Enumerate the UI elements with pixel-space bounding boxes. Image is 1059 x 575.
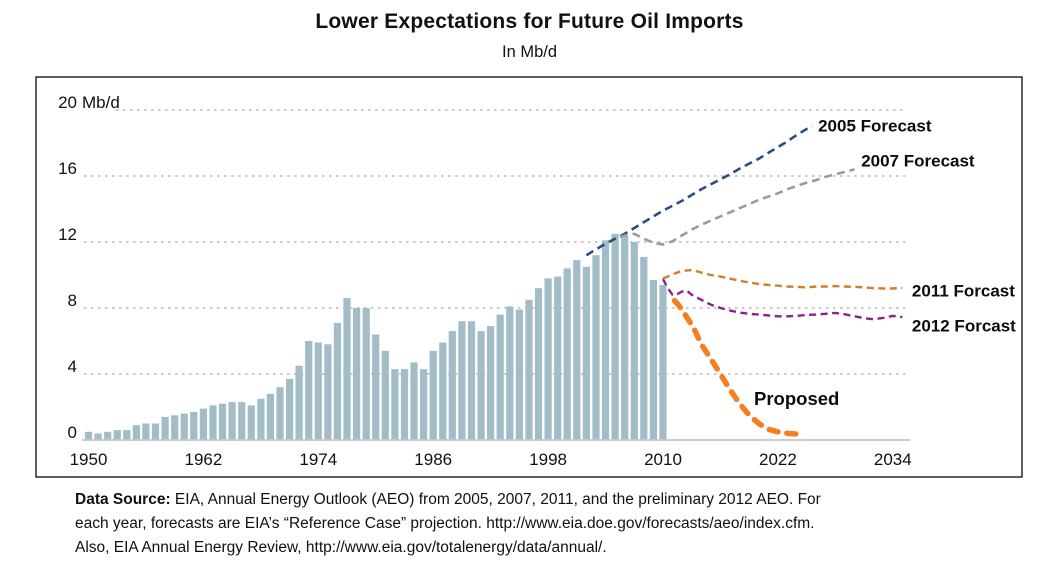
- bar-1954: [123, 430, 131, 440]
- bar-2007: [630, 242, 638, 440]
- data-source-note: Data Source: EIA, Annual Energy Outlook …: [75, 488, 821, 560]
- bar-1968: [257, 398, 265, 441]
- series-label-2012-forcast: 2012 Forcast: [912, 316, 1016, 335]
- x-axis-tick-label-1950: 1950: [70, 450, 108, 469]
- y-axis-unit-label: Mb/d: [82, 93, 120, 112]
- bar-1979: [362, 308, 370, 440]
- bar-1956: [142, 423, 150, 440]
- bar-1980: [372, 334, 380, 440]
- bar-1972: [295, 365, 303, 441]
- bar-1988: [448, 331, 456, 440]
- bar-1989: [458, 321, 466, 440]
- bar-1973: [305, 341, 313, 440]
- bar-1984: [410, 362, 418, 440]
- bar-1958: [161, 416, 169, 440]
- bar-1950: [84, 431, 93, 441]
- x-axis-tick-label-2022: 2022: [759, 450, 797, 469]
- x-axis-tick-label-1986: 1986: [414, 450, 452, 469]
- bar-1951: [94, 433, 102, 440]
- y-axis-tick-label-8: 8: [68, 291, 77, 310]
- x-axis-tick-label-1998: 1998: [529, 450, 567, 469]
- bar-1969: [266, 393, 274, 440]
- data-source-line-2: each year, forecasts are EIA’s “Referenc…: [75, 515, 815, 532]
- bar-2000: [563, 268, 571, 440]
- series-line-2012-forcast: [661, 278, 903, 321]
- bar-2006: [621, 235, 629, 440]
- y-axis-tick-label-4: 4: [68, 357, 77, 376]
- bar-1998: [544, 278, 552, 440]
- bar-1987: [439, 342, 447, 440]
- bar-1977: [343, 298, 351, 440]
- bar-1970: [276, 387, 284, 440]
- series-line-proposed: [671, 297, 803, 437]
- data-source-line-1-text: EIA, Annual Energy Outlook (AEO) from 20…: [170, 491, 821, 508]
- bar-1955: [132, 425, 140, 440]
- bar-1953: [113, 430, 121, 440]
- bar-1967: [247, 405, 255, 440]
- bar-1975: [324, 344, 332, 440]
- data-source-label: Data Source:: [75, 491, 171, 508]
- bar-1983: [400, 369, 409, 440]
- bar-1957: [151, 423, 160, 440]
- bar-1978: [353, 308, 361, 440]
- bar-1999: [554, 276, 562, 440]
- y-axis-tick-label-20: 20: [58, 93, 77, 112]
- bar-1962: [199, 408, 207, 440]
- x-axis-tick-label-1962: 1962: [184, 450, 222, 469]
- y-axis-tick-label-0: 0: [68, 423, 77, 442]
- bar-1961: [190, 411, 198, 440]
- series-label-2005-forecast: 2005 Forecast: [818, 117, 932, 136]
- bar-1959: [171, 415, 179, 441]
- series-line-2011-forcast: [662, 268, 903, 290]
- series-label-2007-forecast: 2007 Forecast: [861, 151, 975, 170]
- bar-1986: [429, 350, 437, 440]
- chart-subtitle: In Mb/d: [501, 43, 558, 61]
- bar-2009: [649, 280, 657, 440]
- plot-border: [35, 76, 1023, 478]
- bar-1996: [525, 299, 533, 441]
- bar-1995: [515, 309, 523, 440]
- bar-2005: [611, 233, 619, 441]
- y-axis-tick-label-16: 16: [58, 159, 77, 178]
- series-label-proposed: Proposed: [754, 388, 839, 409]
- series-line-2005-forecast: [585, 125, 813, 257]
- bar-1960: [180, 413, 188, 440]
- series-line-2007-forecast: [619, 168, 855, 246]
- bar-1985: [420, 369, 428, 440]
- bar-1982: [391, 369, 399, 440]
- bar-1963: [209, 405, 217, 440]
- bar-2008: [640, 256, 648, 440]
- x-axis-tick-label-2034: 2034: [874, 450, 912, 469]
- bar-1993: [496, 314, 504, 440]
- bar-1981: [381, 350, 389, 440]
- x-axis-tick-label-2010: 2010: [644, 450, 682, 469]
- bar-1997: [534, 288, 543, 440]
- bar-2004: [601, 240, 610, 440]
- bar-1990: [467, 321, 476, 440]
- bar-1952: [104, 431, 112, 441]
- bar-1994: [506, 306, 514, 440]
- x-axis-tick-label-1974: 1974: [299, 450, 337, 469]
- bar-1971: [286, 378, 294, 440]
- bar-1992: [487, 326, 495, 440]
- bar-2002: [582, 266, 590, 441]
- bar-1965: [228, 402, 236, 440]
- y-axis-tick-label-12: 12: [58, 225, 77, 244]
- bar-2010: [659, 284, 667, 440]
- data-source-line-1: Data Source: EIA, Annual Energy Outlook …: [75, 488, 821, 512]
- bar-1964: [218, 403, 227, 440]
- bar-2001: [573, 260, 581, 440]
- series-label-2011-forcast: 2011 Forcast: [912, 282, 1015, 301]
- bar-1966: [238, 402, 246, 440]
- bar-1976: [333, 322, 341, 440]
- bar-1991: [477, 331, 485, 440]
- bar-2003: [592, 255, 600, 440]
- chart-title: Lower Expectations for Future Oil Import…: [315, 10, 744, 33]
- bar-1974: [314, 342, 322, 440]
- data-source-line-3: Also, EIA Annual Energy Review, http://w…: [75, 539, 607, 556]
